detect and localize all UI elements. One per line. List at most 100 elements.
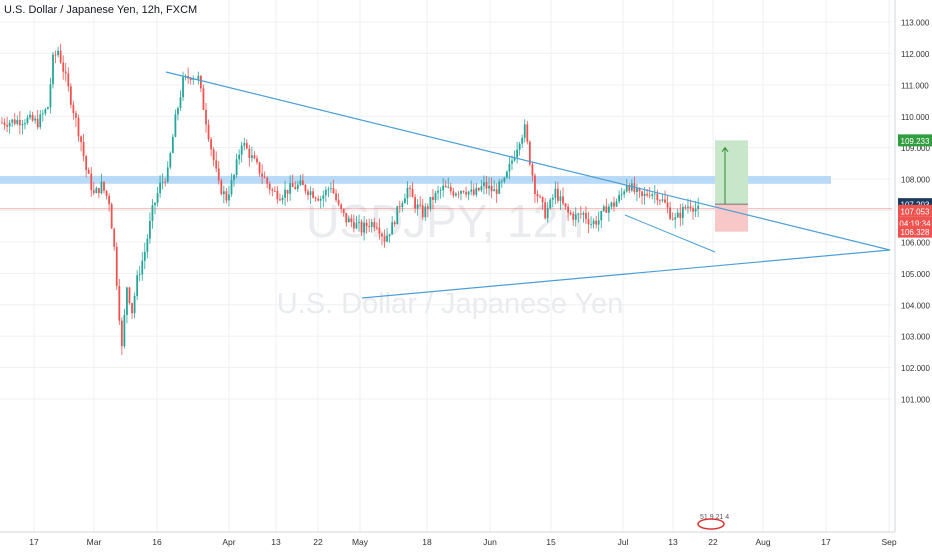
candle-body: [615, 201, 618, 207]
candle-body: [192, 79, 195, 81]
candle-body: [202, 88, 205, 110]
x-tick-label: Apr: [222, 537, 235, 547]
candle-body: [562, 196, 564, 204]
candle-body: [485, 182, 488, 189]
candle-body: [360, 222, 363, 233]
candle-body: [495, 189, 498, 194]
candle-body: [350, 218, 353, 223]
candle-body: [628, 184, 631, 191]
x-tick-label: 17: [29, 537, 39, 547]
candle-body: [159, 182, 161, 194]
candle-body: [322, 195, 325, 199]
x-tick-label: May: [352, 537, 369, 547]
candle-body: [103, 181, 105, 191]
candle-body: [273, 190, 276, 192]
candle-body: [455, 193, 457, 196]
short-trendline[interactable]: [624, 214, 716, 253]
target-zone[interactable]: [715, 140, 748, 205]
x-tick-label: 15: [546, 537, 556, 547]
arrow-head-icon: [721, 146, 729, 152]
candle-body: [177, 108, 179, 115]
candle-body: [69, 86, 72, 105]
candle-body: [643, 193, 646, 197]
candle-body: [511, 160, 513, 164]
candle-body: [62, 62, 65, 72]
candle-body: [625, 184, 628, 192]
grid: [0, 0, 892, 532]
candle-body: [149, 220, 151, 239]
y-tick-label: 104.000: [901, 301, 930, 310]
position-zones[interactable]: [0, 140, 892, 232]
candle-body: [528, 141, 531, 165]
y-tick-label: 112.000: [901, 50, 930, 59]
candle-body: [694, 208, 697, 212]
candle-body: [549, 199, 552, 209]
candle-body: [602, 206, 605, 212]
candlestick-series: [1, 43, 700, 355]
candle-body: [276, 190, 279, 200]
candle-body: [465, 192, 467, 195]
candle-body: [480, 186, 483, 191]
support-band[interactable]: [0, 175, 831, 184]
candle-body: [207, 124, 210, 140]
upper-trendline[interactable]: [165, 71, 891, 251]
label-stop-bg: [898, 225, 932, 238]
x-tick-label: Jun: [483, 537, 497, 547]
candle-body: [312, 191, 314, 198]
candle-body: [294, 186, 297, 190]
candle-body: [156, 193, 159, 203]
candle-body: [335, 193, 337, 201]
candle-body: [444, 185, 447, 188]
candle-body: [646, 193, 649, 196]
lower-trendline[interactable]: [361, 249, 891, 299]
x-tick-label: 17: [821, 537, 831, 547]
candle-body: [508, 163, 511, 172]
candle-body: [424, 206, 427, 218]
candle-body: [648, 195, 651, 197]
y-tick-label: 105.000: [901, 270, 930, 279]
candle-body: [13, 119, 16, 124]
candle-body: [544, 202, 547, 219]
candle-body: [220, 180, 223, 195]
candle-body: [437, 190, 439, 193]
candle-body: [166, 167, 169, 182]
candle-body: [3, 122, 6, 126]
candle-body: [143, 251, 146, 261]
candle-body: [676, 212, 679, 218]
candle-body: [681, 206, 684, 219]
candle-body: [286, 189, 289, 194]
candle-body: [557, 188, 559, 201]
candle-body: [164, 181, 167, 183]
candle-body: [29, 114, 31, 118]
candle-body: [319, 198, 322, 201]
trendline-drawings[interactable]: [165, 71, 891, 299]
candle-body: [113, 228, 116, 247]
candle-body: [426, 206, 429, 209]
candle-body: [210, 139, 212, 150]
x-tick-label: 13: [271, 537, 281, 547]
candle-body: [337, 200, 340, 205]
candle-body: [373, 222, 376, 228]
candle-body: [623, 191, 626, 195]
candle-body: [266, 177, 269, 184]
candle-body: [330, 188, 332, 189]
candle-body: [600, 211, 603, 221]
candle-body: [393, 222, 396, 225]
candle-body: [498, 181, 501, 194]
candle-body: [268, 183, 271, 190]
candle-body: [133, 296, 136, 314]
candle-body: [564, 203, 567, 207]
candle-body: [447, 186, 450, 188]
candle-body: [171, 136, 174, 154]
candle-body: [523, 124, 526, 138]
candle-body: [661, 199, 664, 201]
candle-body: [666, 202, 669, 208]
candle-body: [299, 180, 302, 185]
candle-body: [516, 149, 518, 158]
candle-body: [442, 185, 445, 191]
candle-body: [291, 183, 294, 187]
x-tick-label: 22: [313, 537, 323, 547]
candle-body: [671, 218, 674, 220]
